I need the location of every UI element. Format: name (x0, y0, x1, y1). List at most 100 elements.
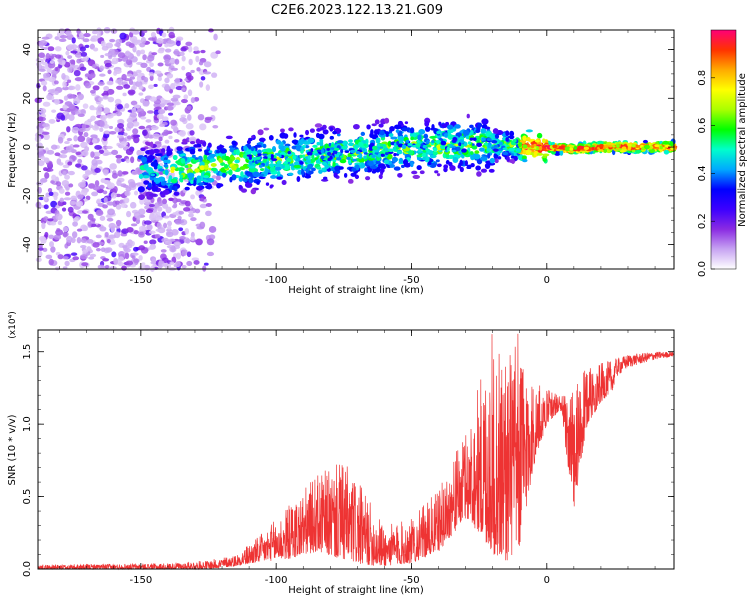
spectrogram-cell (163, 215, 170, 219)
spectrogram-cell (194, 168, 200, 173)
spectrogram-cell (203, 154, 208, 161)
spectrogram-cell (164, 139, 170, 144)
spectrogram-cell (97, 264, 105, 270)
spectrogram-cell (350, 172, 357, 177)
spectrogram-cell (454, 124, 461, 129)
spectrogram-cell (40, 80, 48, 86)
spectrogram-cell (78, 32, 85, 39)
spectrogram-cell (142, 129, 147, 136)
spectrogram-cell (374, 119, 380, 125)
spectrogram-cell (258, 137, 266, 142)
spectrogram-axes: -150 -100 -50 0 -40 -20 0 20 40 (22, 30, 674, 286)
spectrogram-cell (183, 207, 191, 212)
spectrogram-cell (333, 172, 338, 178)
spectrogram-cell (542, 138, 546, 144)
spectrogram-cell (43, 167, 48, 172)
spectrogram-cell (210, 167, 218, 172)
spectrogram-cell (60, 149, 68, 154)
spectrogram-cell (143, 76, 149, 83)
spectrogram-cell (431, 123, 435, 130)
spectrogram-cell (76, 58, 82, 64)
spectrogram-cell (99, 127, 104, 133)
spectrogram-cell (56, 112, 65, 120)
spectrogram-cell (58, 162, 64, 166)
spectrogram-cell (175, 261, 181, 268)
spectrogram-cell (65, 187, 70, 191)
spectrogram-cell (310, 148, 314, 153)
spectrogram-cell (469, 124, 474, 129)
spectrogram-cell (59, 154, 68, 159)
spectrogram-cell (161, 145, 168, 149)
spectrogram-cell (608, 144, 613, 148)
spectrogram-cell (496, 150, 500, 155)
spectrogram-cell (203, 71, 212, 75)
spectrogram-cell (279, 132, 287, 139)
spectrogram-cell (251, 135, 255, 139)
spectrogram-cell (168, 135, 173, 140)
spectrogram-cell (102, 204, 108, 209)
spectrogram-cell (100, 54, 105, 58)
spectrogram-cell (449, 144, 453, 147)
spectrogram-cell (46, 149, 55, 155)
spectrogram-cell (176, 149, 184, 154)
spectrogram-cell (102, 190, 108, 195)
spectrogram-cell (115, 200, 120, 205)
spectrogram-cell (222, 172, 227, 178)
spectrogram-cell (117, 261, 124, 267)
figure-title: C2E6.2023.122.13.21.G09 (271, 3, 443, 18)
spectrogram-cell (59, 197, 65, 203)
spectrogram-cell (196, 179, 202, 184)
spectrogram-cell (80, 189, 88, 196)
spectrogram-cell (324, 143, 329, 150)
spectrogram-cell (108, 125, 114, 130)
spectrogram-cell (396, 150, 403, 155)
spectrogram-cell (481, 137, 486, 141)
y-tick-label: -40 (22, 236, 33, 252)
spectrogram-cell (44, 231, 49, 238)
spectrogram-cell (252, 171, 261, 178)
spectrogram-cell (151, 186, 158, 192)
spectrogram-cell (483, 142, 488, 145)
spectrogram-cell (121, 202, 127, 209)
spectrogram-cell (151, 52, 158, 56)
spectrogram-cell (180, 81, 186, 86)
spectrogram-cell (50, 246, 56, 253)
spectrogram-cell (347, 142, 355, 147)
spectrogram-cell (199, 221, 206, 229)
spectrogram-cell (42, 247, 48, 252)
colorbar-tick-label: 0.0 (697, 261, 708, 277)
spectrogram-cell (189, 130, 195, 136)
spectrogram-cell (179, 236, 186, 240)
spectrogram-cell (92, 138, 98, 144)
spectrogram-cell (82, 38, 90, 43)
spectrogram-cell (479, 156, 488, 161)
spectrogram-cell (112, 53, 117, 58)
spectrogram-cell (210, 114, 216, 122)
spectrogram-cell (99, 65, 105, 72)
spectrogram-cell (147, 54, 155, 62)
spectrogram-cell (154, 179, 161, 183)
spectrogram-cell (65, 145, 73, 153)
spectrogram-cell (90, 89, 96, 94)
spectrogram-cell (83, 32, 91, 38)
spectrogram-cell (70, 50, 78, 54)
spectrogram-cell (312, 144, 318, 148)
spectrogram-cell (434, 170, 439, 174)
spectrogram-cell (140, 156, 148, 163)
spectrogram-cell (70, 252, 78, 256)
snr-frame (37, 329, 675, 570)
spectrogram-cell (117, 122, 124, 129)
spectrogram-cell (333, 147, 340, 151)
spectrogram-cell (311, 154, 315, 160)
spectrogram-cell (339, 159, 347, 164)
spectrogram-cell (422, 144, 427, 149)
spectrogram-cell (177, 162, 182, 166)
spectrogram-cell (323, 176, 328, 180)
spectrogram-cell (154, 153, 162, 157)
spectrogram-cell (493, 144, 499, 148)
spectrogram-cell (351, 167, 357, 172)
spectrogram-cell (213, 33, 218, 41)
spectrogram-cell (96, 106, 103, 113)
spectrogram-cell (169, 246, 177, 253)
spectrogram-cell (90, 115, 96, 121)
